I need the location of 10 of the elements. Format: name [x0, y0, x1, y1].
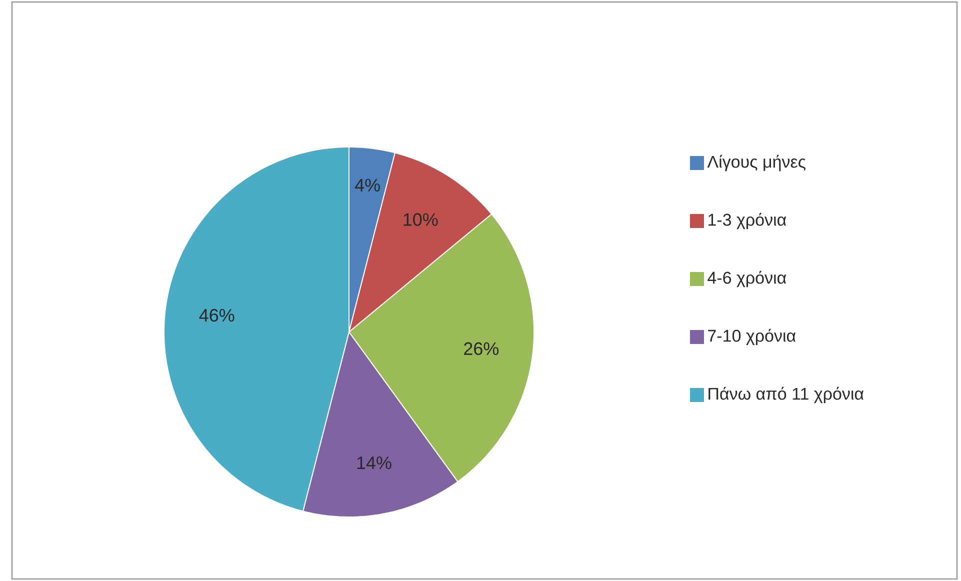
data-label: 26% [464, 342, 499, 356]
legend-label: 1-3 χρόνια [708, 212, 786, 230]
data-label: 46% [199, 308, 234, 322]
legend-label: 7-10 χρόνια [708, 328, 796, 346]
legend-label: Λίγους μήνες [707, 154, 806, 172]
legend-label: 4-6 χρόνια [708, 270, 786, 288]
data-label: 10% [404, 213, 438, 226]
legend-label: Πάνω από 11 χρόνια [708, 386, 864, 404]
data-label: 4% [354, 178, 380, 192]
data-label: 14% [357, 456, 392, 470]
